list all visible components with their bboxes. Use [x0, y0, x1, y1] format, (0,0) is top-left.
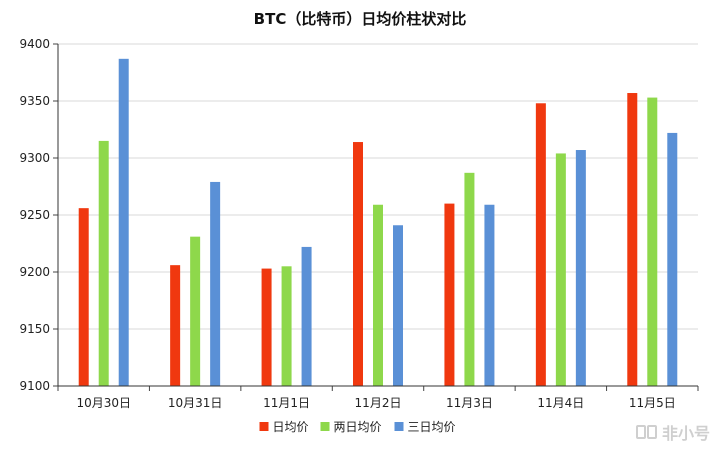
bar-三日均价-11月1日	[301, 246, 312, 386]
x-tick-label: 10月31日	[168, 396, 223, 410]
legend-swatch	[320, 422, 330, 431]
bar-三日均价-10月31日	[210, 181, 221, 386]
watermark-logo-icon	[635, 425, 657, 439]
x-tick-label: 11月5日	[629, 396, 676, 410]
chart-title: BTC（比特币）日均价柱状对比	[254, 10, 467, 28]
bar-日均价-10月30日	[78, 208, 89, 386]
bar-三日均价-10月30日	[118, 58, 129, 386]
x-tick-label: 11月1日	[263, 396, 310, 410]
legend-label: 两日均价	[334, 420, 382, 434]
x-tick-labels: 10月30日 10月31日 11月1日 11月2日 11月3日 11月4日 11月5日	[76, 396, 675, 410]
bar-日均价-11月5日	[627, 93, 638, 387]
y-tick-label: 9400	[19, 37, 50, 51]
watermark: 非小号	[635, 420, 710, 444]
legend-label: 日均价	[273, 420, 309, 434]
bar-三日均价-11月4日	[575, 150, 586, 386]
watermark-text: 非小号	[661, 424, 710, 443]
bar-两日均价-11月1日	[281, 266, 292, 386]
bar-日均价-11月3日	[444, 203, 455, 386]
legend: 日均价 两日均价 三日均价	[259, 420, 456, 434]
legend-label: 三日均价	[408, 420, 456, 434]
y-tick-label: 9250	[19, 208, 50, 222]
bars	[78, 58, 678, 387]
y-tick-labels: 9100 9150 9200 9250 9300 9350 9400	[19, 37, 50, 393]
bar-日均价-10月31日	[170, 265, 181, 386]
y-tick-label: 9150	[19, 322, 50, 336]
bar-日均价-11月1日	[261, 268, 272, 386]
legend-swatch	[259, 422, 269, 431]
bar-两日均价-10月31日	[190, 236, 201, 386]
bar-日均价-11月2日	[353, 142, 363, 386]
bar-两日均价-11月3日	[464, 172, 475, 386]
bar-两日均价-11月4日	[555, 153, 566, 386]
bar-三日均价-11月3日	[484, 204, 495, 386]
bar-三日均价-11月2日	[393, 225, 403, 386]
y-tick-label: 9100	[19, 379, 50, 393]
y-tick-label: 9200	[19, 265, 50, 279]
bar-三日均价-11月5日	[667, 132, 678, 386]
x-tick-label: 10月30日	[76, 396, 131, 410]
y-tick-label: 9300	[19, 151, 50, 165]
bar-两日均价-10月30日	[98, 140, 109, 386]
x-tick-label: 11月4日	[537, 396, 584, 410]
y-tick-label: 9350	[19, 94, 50, 108]
axes	[53, 43, 699, 391]
legend-swatch	[394, 422, 404, 431]
x-tick-label: 11月3日	[446, 396, 493, 410]
bar-两日均价-11月5日	[647, 97, 658, 386]
bar-两日均价-11月2日	[373, 204, 383, 386]
x-tick-label: 11月2日	[355, 396, 402, 410]
bar-日均价-11月4日	[535, 103, 546, 386]
